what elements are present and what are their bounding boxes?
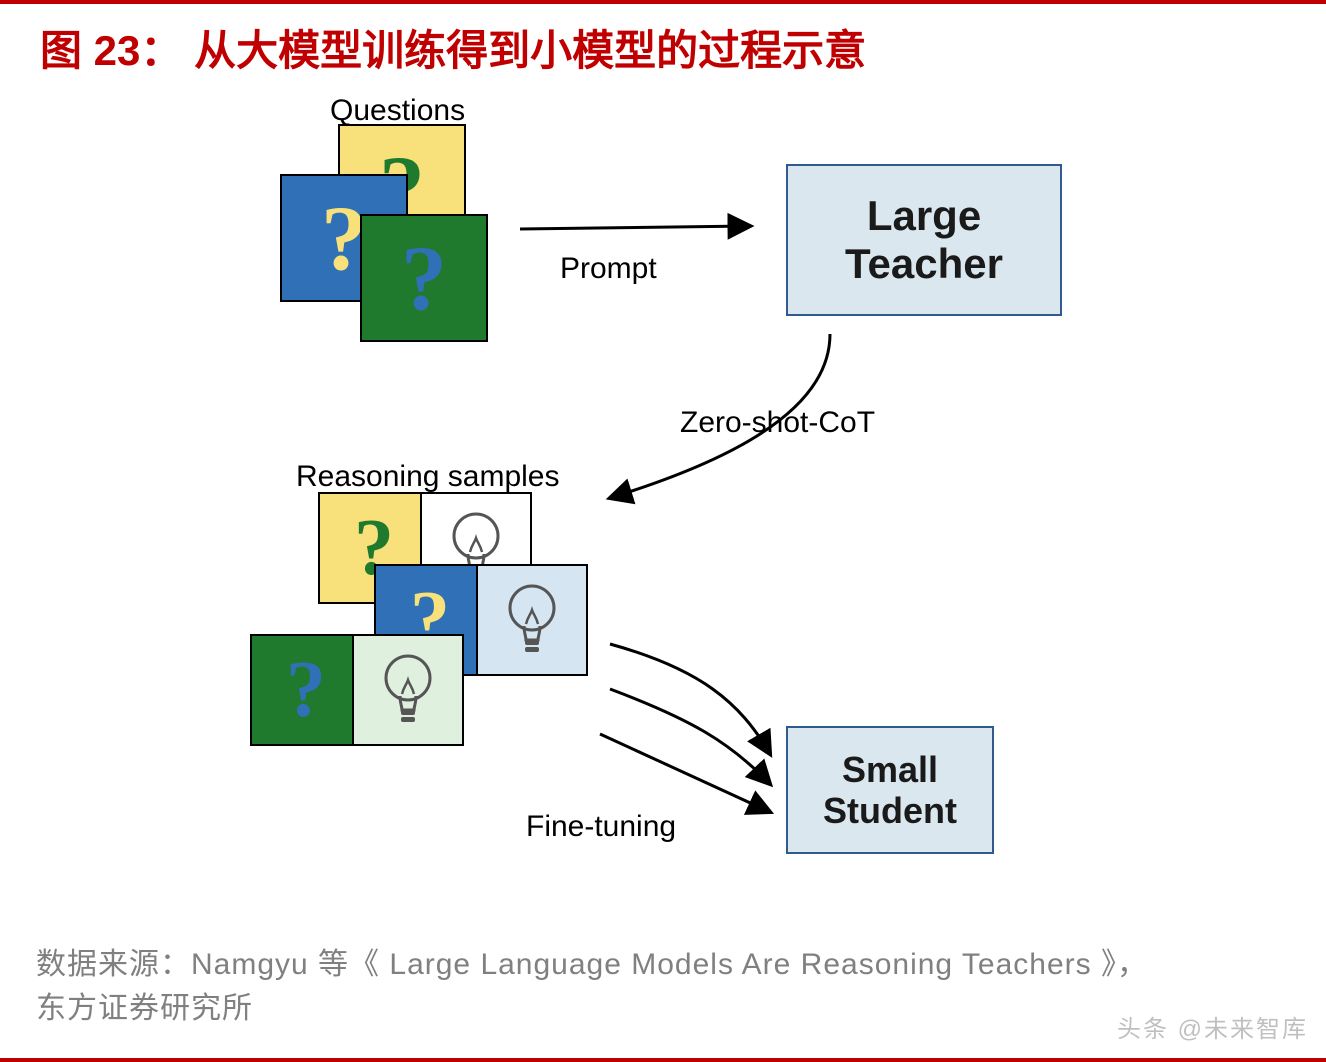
label-finetune: Fine-tuning <box>526 810 676 844</box>
large-teacher-box: Large Teacher <box>786 164 1062 316</box>
question-mark-icon: ? <box>286 645 326 736</box>
diagram-canvas: ??? ??? Large Teacher Small Student Ques… <box>0 94 1326 914</box>
figure-source: 数据来源：Namgyu 等《 Large Language Models Are… <box>36 943 1290 1030</box>
label-prompt: Prompt <box>560 252 657 286</box>
question-card: ? <box>360 214 488 342</box>
arrow <box>610 689 770 784</box>
figure-frame: 图 23： 从大模型训练得到小模型的过程示意 ??? ??? Large Tea… <box>0 0 1326 1062</box>
reasoning-question-card: ? <box>250 634 362 746</box>
large-teacher-line2: Teacher <box>845 240 1003 288</box>
arrow <box>600 734 770 812</box>
watermark: 头条 @未来智库 <box>1117 1009 1308 1044</box>
small-student-line2: Student <box>823 790 957 831</box>
small-student-box: Small Student <box>786 726 994 854</box>
lightbulb-icon <box>376 650 440 730</box>
reasoning-bulb-card <box>352 634 464 746</box>
arrow <box>610 644 770 754</box>
arrow <box>520 226 750 229</box>
reasoning-bulb-card <box>476 564 588 676</box>
figure-title: 图 23： 从大模型训练得到小模型的过程示意 <box>40 30 866 72</box>
small-student-line1: Small <box>842 749 938 790</box>
label-reasoning: Reasoning samples <box>296 460 559 494</box>
title-main: 从大模型训练得到小模型的过程示意 <box>194 27 866 74</box>
question-mark-icon: ? <box>401 225 447 331</box>
label-zero-shot: Zero-shot-CoT <box>680 406 875 440</box>
title-prefix: 图 23： <box>40 27 182 74</box>
label-questions: Questions <box>330 94 465 128</box>
arrows-layer <box>0 94 1326 914</box>
large-teacher-line1: Large <box>867 192 981 240</box>
lightbulb-icon <box>500 580 564 660</box>
